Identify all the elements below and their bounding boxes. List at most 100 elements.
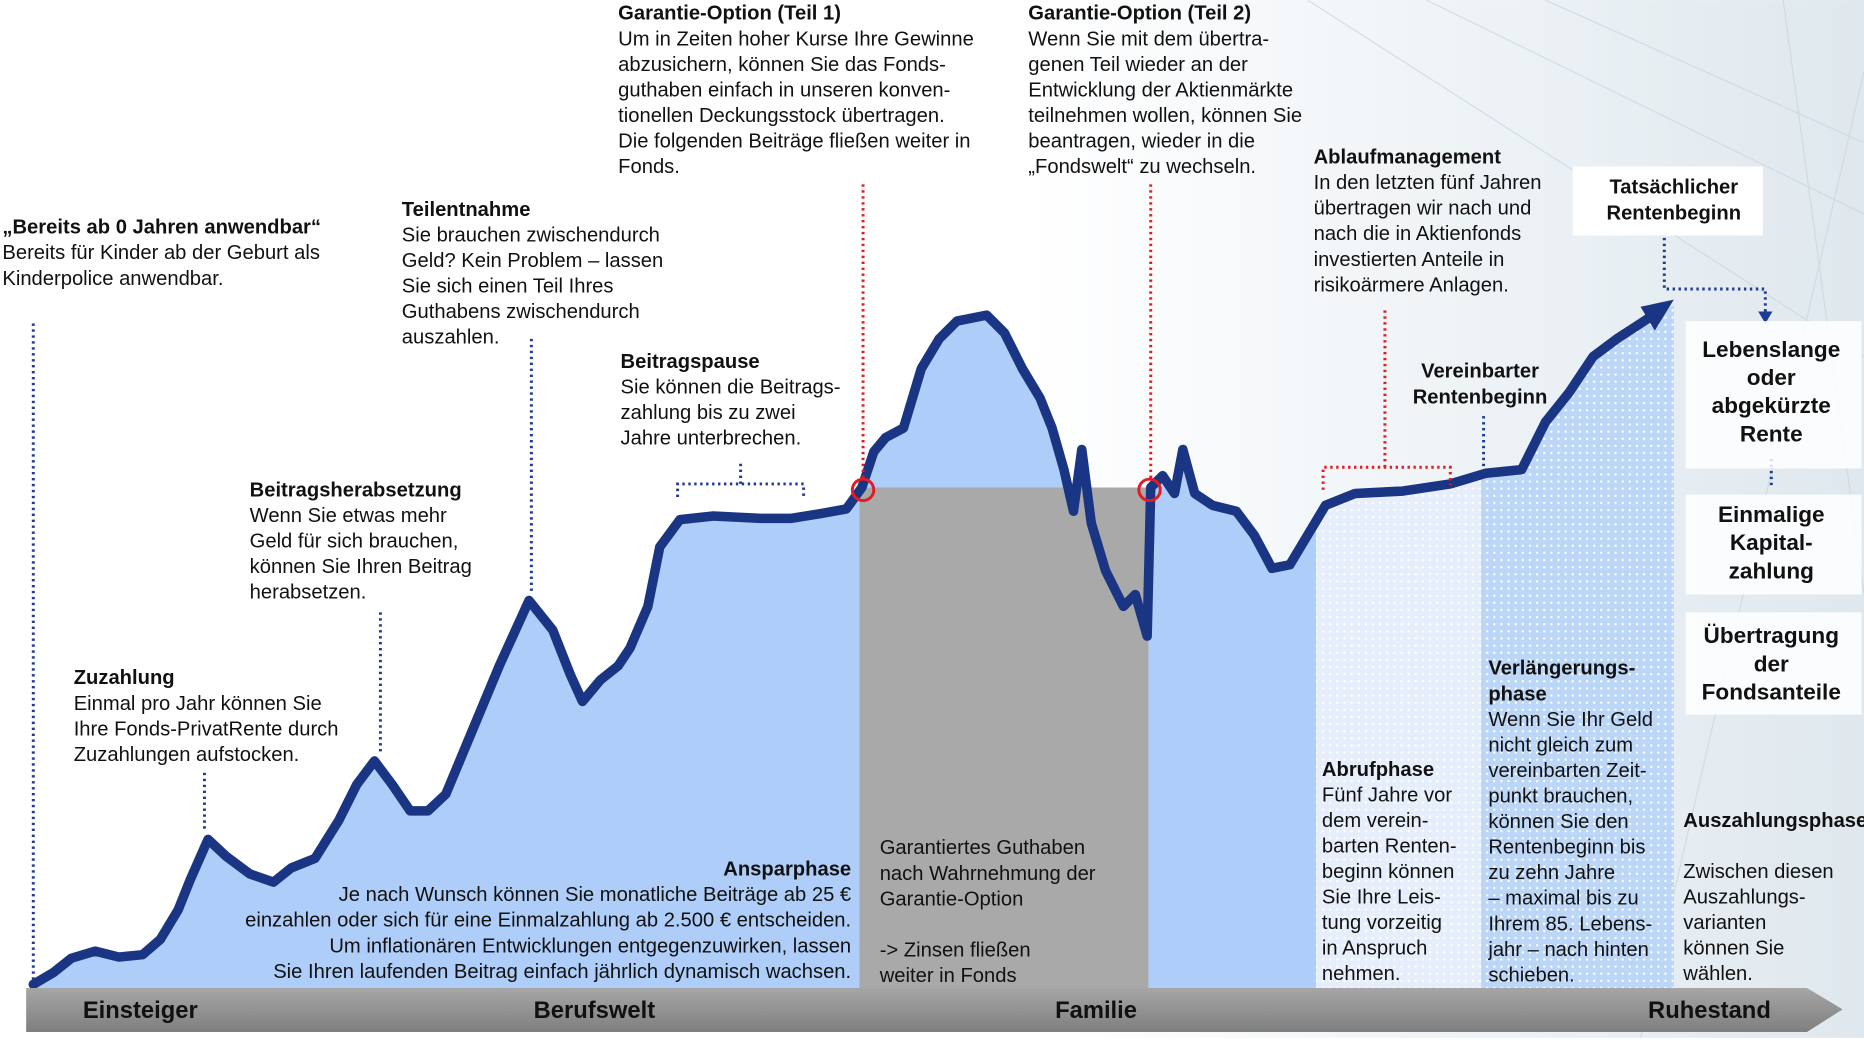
block-text: tung vorzeitig: [1322, 912, 1442, 934]
block-text: Sie sich einen Teil Ihres: [402, 276, 614, 298]
block-text: auszahlen.: [402, 327, 500, 349]
payout-option: oder: [1747, 365, 1796, 390]
payout-option: Rente: [1740, 421, 1803, 446]
block-text: schieben.: [1488, 964, 1574, 986]
block-title: Zuzahlung: [74, 667, 175, 689]
block-text: investierten Anteile in: [1314, 249, 1505, 271]
block-text: punkt brauchen,: [1488, 786, 1633, 808]
block-text: Um inflationären Entwicklungen entgegenz…: [329, 935, 851, 957]
block-text: einzahlen oder sich für eine Einmalzahlu…: [245, 910, 851, 932]
block-text: genen Teil wieder an der: [1028, 54, 1248, 76]
block-text: Sie können die Beitrags-: [621, 377, 841, 399]
block-text: Um in Zeiten hoher Kurse Ihre Gewinne: [618, 28, 974, 50]
block-text: Ihre Fonds-PrivatRente durch: [74, 718, 339, 740]
block-title: Beitragspause: [621, 351, 760, 373]
block-title: phase: [1488, 683, 1546, 705]
block-title: Ansparphase: [723, 859, 851, 881]
agreed-start: Vereinbarter: [1421, 361, 1539, 383]
block-text: in Anspruch: [1322, 938, 1428, 960]
block-text: Sie brauchen zwischendurch: [402, 224, 660, 246]
block-text: Zwischen diesen: [1683, 861, 1833, 883]
block-text: zu zehn Jahre: [1488, 862, 1615, 884]
block-text: guthaben einfach in unseren konven-: [618, 79, 950, 101]
block-text: nach Wahrnehmung der: [880, 863, 1096, 885]
payout-option: Lebenslange: [1702, 337, 1840, 362]
block-text: „Fondswelt“ zu wechseln.: [1028, 156, 1256, 178]
block-title: Verlängerungs-: [1488, 658, 1635, 680]
block-title: Auszahlungsphase: [1683, 810, 1864, 832]
block-text: Die folgenden Beiträge fließen weiter in: [618, 131, 970, 153]
timeline-label: Ruhestand: [1648, 997, 1771, 1024]
block-text: Garantiertes Guthaben: [880, 837, 1085, 859]
page: { "annotations": [ {"title": "„Bereits a…: [0, 0, 1864, 1038]
block-text: Wenn Sie Ihr Geld: [1488, 709, 1653, 731]
payout-option: Kapital-: [1730, 530, 1813, 555]
block-text: teilnehmen wollen, können Sie: [1028, 105, 1302, 127]
block-text: herabsetzen.: [250, 582, 367, 604]
block-text: Guthabens zwischendurch: [402, 301, 640, 323]
block-text: Geld? Kein Problem – lassen: [402, 250, 663, 272]
block-text: vereinbarten Zeit-: [1488, 760, 1646, 782]
payout-option: zahlung: [1729, 558, 1814, 583]
block-text: abzusichern, können Sie das Fonds-: [618, 54, 946, 76]
agreed-start: Rentenbeginn: [1413, 387, 1548, 409]
block-text: wählen.: [1682, 963, 1753, 985]
block-text: übertragen wir nach und: [1314, 198, 1532, 220]
block-text: Wenn Sie etwas mehr: [250, 505, 447, 527]
block-text: jahr – nach hinten: [1487, 939, 1649, 961]
block-text: Entwicklung der Aktienmärkte: [1028, 79, 1293, 101]
block-text: dem verein-: [1322, 810, 1429, 832]
block-text: können Sie Ihren Beitrag: [250, 556, 472, 578]
block-text: nehmen.: [1322, 963, 1401, 985]
block-text: Geld für sich brauchen,: [250, 531, 459, 553]
block-text: In den letzten fünf Jahren: [1314, 172, 1542, 194]
block-text: zahlung bis zu zwei: [621, 402, 796, 424]
block-text: Jahre unterbrechen.: [621, 428, 802, 450]
block-text: beantragen, wieder in die: [1028, 131, 1255, 153]
block-title: Garantie-Option (Teil 1): [618, 3, 841, 25]
actual-start: Rentenbeginn: [1606, 202, 1741, 224]
block-text: Auszahlungs-: [1683, 887, 1805, 909]
block-text: -> Zinsen fließen: [880, 939, 1031, 961]
timeline-label: Einsteiger: [83, 997, 198, 1024]
block-text: Garantie-Option: [880, 888, 1024, 910]
diagram: „Bereits ab 0 Jahren anwendbar“ Bereits f…: [0, 0, 1864, 1038]
block-text: Sie Ihren laufenden Beitrag einfach jähr…: [273, 961, 851, 983]
block-text: können Sie: [1683, 938, 1784, 960]
block-title: Abrufphase: [1322, 759, 1434, 781]
block-text: Je nach Wunsch können Sie monatliche Bei…: [339, 884, 852, 906]
block-text: varianten: [1683, 912, 1766, 934]
block-text: Rentenbeginn bis: [1488, 837, 1645, 859]
block-title: Ablaufmanagement: [1314, 147, 1502, 169]
payout-option: Übertragung: [1704, 623, 1839, 648]
block-text: Fünf Jahre vor: [1322, 784, 1452, 806]
block-text: Wenn Sie mit dem übertra-: [1028, 28, 1269, 50]
block-text: Einmal pro Jahr können Sie: [74, 693, 322, 715]
block-text: Ihrem 85. Lebens-: [1488, 913, 1652, 935]
block-text: barten Renten-: [1322, 835, 1457, 857]
block-title: Garantie-Option (Teil 2): [1028, 3, 1251, 25]
block-text: Kinderpolice anwendbar.: [2, 268, 223, 290]
block-text: nach die in Aktienfonds: [1314, 223, 1522, 245]
payout-option: abgekürzte: [1712, 393, 1831, 418]
timeline-arrow: [26, 988, 1842, 1032]
block-text: Sie Ihre Leis-: [1322, 887, 1441, 909]
block-title: „Bereits ab 0 Jahren anwendbar“: [2, 217, 321, 239]
block-text: nicht gleich zum: [1488, 734, 1633, 756]
block-text: – maximal bis zu: [1488, 888, 1638, 910]
block-text: Zuzahlungen aufstocken.: [74, 744, 300, 766]
block-title: Beitragsherabsetzung: [250, 479, 462, 501]
timeline-label: Familie: [1055, 997, 1137, 1024]
block-text: Bereits für Kinder ab der Geburt als: [2, 242, 320, 264]
payout-option: Fondsanteile: [1702, 680, 1841, 705]
timeline-label: Berufswelt: [534, 997, 656, 1024]
payout-option: Einmalige: [1718, 502, 1825, 527]
block-text: risikoärmere Anlagen.: [1314, 274, 1509, 296]
block-title: Teilentnahme: [402, 199, 531, 221]
block-text: können Sie den: [1488, 811, 1628, 833]
actual-start: Tatsächlicher: [1609, 176, 1738, 198]
block-text: beginn können: [1322, 861, 1454, 883]
block-text: weiter in Fonds: [879, 965, 1017, 987]
block-text: Fonds.: [618, 156, 680, 178]
block-text: tionellen Deckungsstock übertragen.: [618, 105, 945, 127]
